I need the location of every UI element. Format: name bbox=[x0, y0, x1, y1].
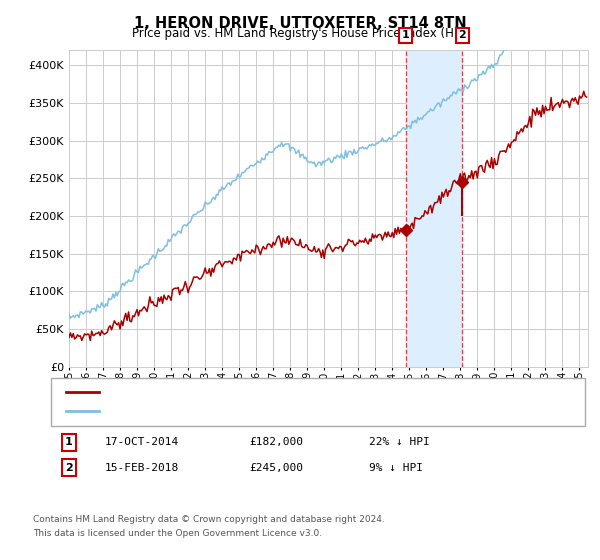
Text: 15-FEB-2018: 15-FEB-2018 bbox=[105, 463, 179, 473]
Text: 22% ↓ HPI: 22% ↓ HPI bbox=[369, 437, 430, 447]
Text: 17-OCT-2014: 17-OCT-2014 bbox=[105, 437, 179, 447]
Text: 1, HERON DRIVE, UTTOXETER, ST14 8TN (detached house): 1, HERON DRIVE, UTTOXETER, ST14 8TN (det… bbox=[105, 387, 410, 397]
Text: HPI: Average price, detached house, East Staffordshire: HPI: Average price, detached house, East… bbox=[105, 407, 391, 417]
Bar bbox=[406, 50, 463, 367]
Text: £245,000: £245,000 bbox=[249, 463, 303, 473]
Text: 2: 2 bbox=[458, 30, 466, 40]
Text: This data is licensed under the Open Government Licence v3.0.: This data is licensed under the Open Gov… bbox=[33, 529, 322, 538]
Text: £182,000: £182,000 bbox=[249, 437, 303, 447]
Text: 2: 2 bbox=[65, 463, 73, 473]
Text: 1: 1 bbox=[402, 30, 410, 40]
Text: Price paid vs. HM Land Registry's House Price Index (HPI): Price paid vs. HM Land Registry's House … bbox=[131, 27, 469, 40]
Text: Contains HM Land Registry data © Crown copyright and database right 2024.: Contains HM Land Registry data © Crown c… bbox=[33, 515, 385, 524]
Text: 9% ↓ HPI: 9% ↓ HPI bbox=[369, 463, 423, 473]
Text: 1, HERON DRIVE, UTTOXETER, ST14 8TN: 1, HERON DRIVE, UTTOXETER, ST14 8TN bbox=[134, 16, 466, 31]
Text: 1: 1 bbox=[65, 437, 73, 447]
